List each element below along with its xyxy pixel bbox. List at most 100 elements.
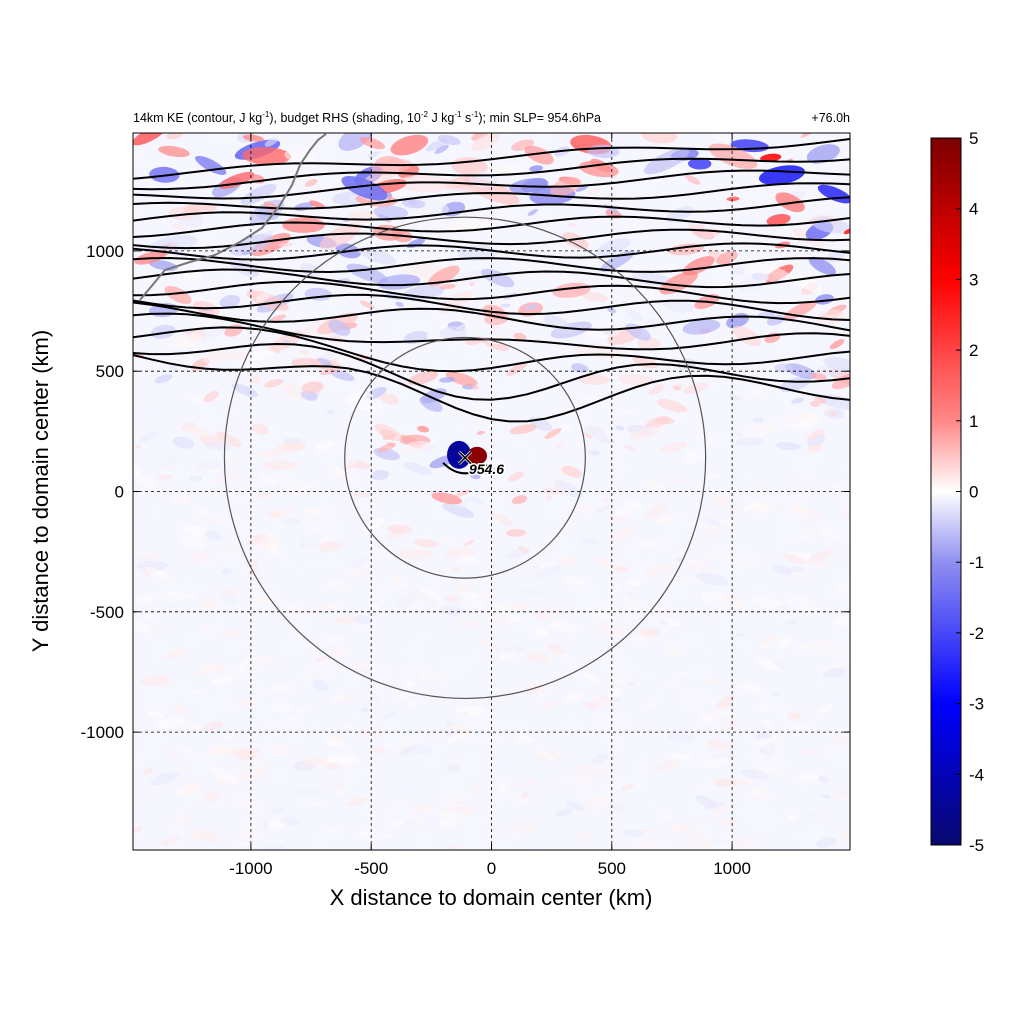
shading-blob (505, 362, 528, 376)
shading-blob (168, 333, 204, 349)
shading-blob (438, 657, 464, 670)
shading-blob (833, 615, 850, 626)
shading-blob (317, 542, 343, 552)
shading-blob (469, 599, 485, 609)
shading-blob (314, 441, 335, 451)
shading-blob (280, 816, 300, 826)
shading-blob (354, 728, 383, 738)
shading-blob (256, 292, 270, 302)
shading-blob (297, 707, 306, 712)
shading-blob (808, 526, 820, 534)
shading-blob (584, 765, 612, 782)
storm-core-positive (467, 446, 488, 465)
ke-contour-line (133, 215, 850, 238)
shading-blob (696, 572, 729, 586)
shading-blob (762, 719, 773, 727)
shading-blob (553, 480, 583, 499)
shading-blob (580, 538, 599, 546)
shading-blob (525, 652, 551, 664)
shading-blob (706, 525, 726, 536)
shading-blob (264, 536, 281, 543)
shading-blob (685, 836, 713, 850)
shading-blob (508, 822, 537, 834)
shading-blob (759, 499, 770, 505)
shading-blob (609, 514, 632, 523)
shading-blob (264, 137, 279, 147)
ke-contour-line (133, 256, 850, 274)
shading-blob (281, 604, 304, 615)
shading-blob (166, 592, 188, 600)
shading-blob (454, 489, 471, 497)
shading-blob (304, 507, 326, 517)
shading-blob (151, 786, 164, 794)
shading-blob (150, 324, 176, 339)
shading-blob (383, 711, 397, 720)
shading-blob (278, 242, 293, 247)
shading-blob (663, 619, 681, 627)
shading-blob (778, 785, 794, 795)
shading-blob (181, 421, 196, 432)
shading-blob (704, 550, 729, 560)
shading-blob (691, 532, 707, 543)
shading-blob (333, 581, 349, 591)
shading-blob (805, 747, 819, 756)
shading-blob (464, 539, 475, 547)
shading-blob (634, 537, 664, 550)
shading-blob (331, 357, 339, 363)
shading-blob (816, 309, 846, 325)
shading-blob (335, 615, 357, 624)
shading-blob (304, 179, 318, 187)
shading-blob (585, 188, 601, 196)
shading-blob (726, 196, 740, 202)
shading-blob (230, 456, 246, 462)
shading-blob (434, 144, 449, 155)
shading-blob (211, 518, 226, 525)
shading-blob (690, 666, 712, 678)
shading-blob (795, 812, 820, 827)
shading-blob (336, 790, 347, 796)
shading-blob (838, 500, 850, 510)
shading-blob (136, 553, 158, 562)
coastline (139, 133, 327, 301)
shading-blob (243, 134, 264, 142)
shading-blob (527, 209, 538, 216)
shading-blob (159, 454, 185, 463)
shading-blob (356, 206, 366, 212)
shading-blob (632, 356, 659, 369)
shading-blob (798, 574, 808, 580)
shading-blob (670, 477, 685, 484)
shading-blob (644, 702, 656, 708)
shading-blob (317, 357, 332, 367)
shading-blob (470, 473, 481, 480)
shading-blob (615, 425, 625, 431)
shading-blob (701, 517, 721, 526)
shading-blob (204, 530, 223, 540)
shading-blob (133, 468, 142, 478)
shading-blob (620, 408, 634, 416)
shading-blob (600, 250, 635, 272)
plot-area: 954.6 -1000 -500 0 500 1000 -1000 -500 0 500 100… (81, 132, 851, 878)
shading-blob (702, 727, 716, 735)
shading-blob (133, 826, 143, 835)
shading-blob (142, 768, 154, 775)
shading-blob (227, 545, 243, 554)
shading-blob (330, 694, 345, 703)
shading-blob (340, 754, 360, 766)
shading-blob (817, 656, 829, 662)
shading-blob (754, 732, 773, 740)
shading-blob (445, 732, 452, 738)
shading-blob (439, 605, 466, 616)
shading-blob (583, 672, 600, 683)
shading-blob (521, 177, 548, 193)
shading-blob (787, 712, 802, 721)
ke-contour-line (133, 293, 850, 321)
shading-blob (544, 427, 562, 440)
shading-blob (349, 558, 366, 570)
shading-blob (600, 498, 612, 503)
colorbar-tick-label: 2 (969, 341, 978, 360)
shading-blob (668, 822, 693, 835)
shading-blob (447, 733, 467, 744)
shading-blob (439, 377, 456, 383)
shading-blob (625, 591, 636, 598)
shading-blob (625, 309, 644, 321)
